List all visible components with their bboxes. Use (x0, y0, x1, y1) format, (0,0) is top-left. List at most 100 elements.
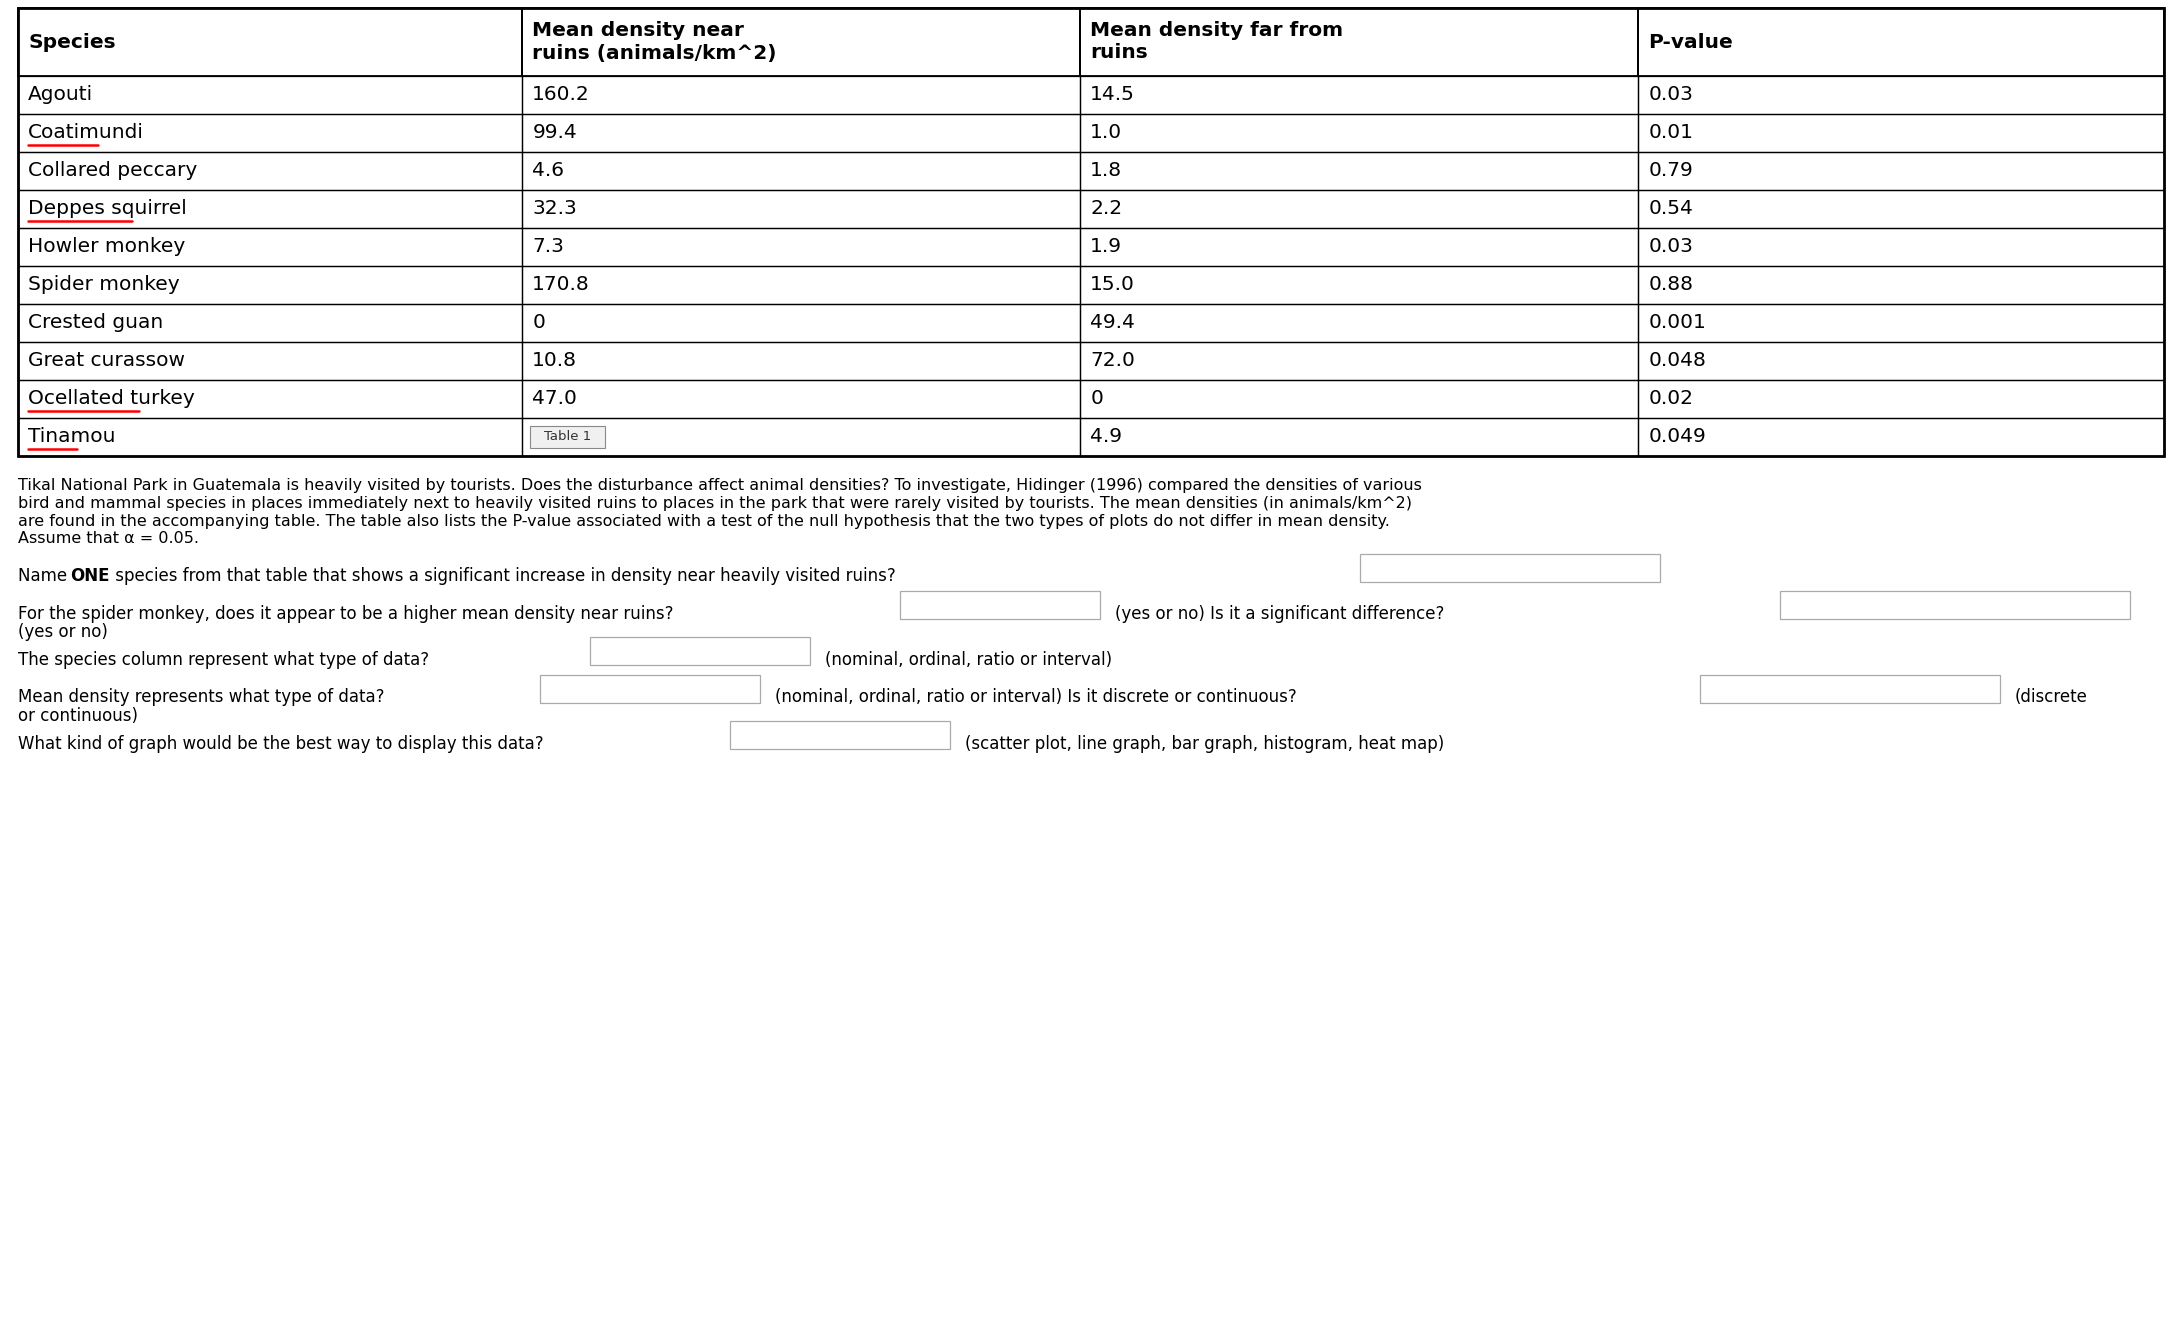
Bar (1080, 418, 1639, 456)
Text: 14.5: 14.5 (1091, 86, 1135, 104)
Bar (17, 76, 521, 114)
Text: 170.8: 170.8 (532, 275, 589, 294)
Bar (17, 266, 521, 305)
Bar (1080, 190, 1639, 228)
Text: Assume that α = 0.05.: Assume that α = 0.05. (17, 532, 199, 546)
Bar (17, 418, 521, 456)
Bar (530, 426, 604, 448)
Text: 99.4: 99.4 (532, 123, 576, 143)
Bar (1080, 76, 1639, 114)
Bar (17, 379, 521, 418)
Bar (1080, 152, 1639, 190)
Text: 0.02: 0.02 (1647, 390, 1693, 409)
Text: 0.03: 0.03 (1647, 86, 1693, 104)
Text: (yes or no) Is it a significant difference?: (yes or no) Is it a significant differen… (1115, 604, 1444, 623)
Text: 7.3: 7.3 (532, 238, 565, 257)
Text: Ocellated turkey: Ocellated turkey (28, 390, 194, 409)
Text: 49.4: 49.4 (1091, 314, 1135, 333)
Text: bird and mammal species in places immediately next to heavily visited ruins to p: bird and mammal species in places immedi… (17, 496, 1412, 510)
Bar (521, 8, 1080, 76)
Text: (yes or no): (yes or no) (17, 623, 107, 641)
Bar (17, 8, 521, 76)
Bar (1639, 152, 2165, 190)
Bar (521, 190, 1080, 228)
Text: 0.03: 0.03 (1647, 238, 1693, 257)
Text: Crested guan: Crested guan (28, 314, 164, 333)
Bar (521, 342, 1080, 379)
Text: (discrete: (discrete (2014, 688, 2088, 707)
Text: 4.6: 4.6 (532, 162, 565, 180)
Text: P-value: P-value (1647, 32, 1733, 52)
Bar (1639, 8, 2165, 76)
Bar (521, 305, 1080, 342)
Bar (521, 228, 1080, 266)
Bar (1080, 8, 1639, 76)
Bar (1080, 114, 1639, 152)
Text: 4.9: 4.9 (1091, 428, 1122, 446)
Bar (1639, 266, 2165, 305)
Text: The species column represent what type of data?: The species column represent what type o… (17, 651, 430, 669)
Text: (scatter plot, line graph, bar graph, histogram, heat map): (scatter plot, line graph, bar graph, hi… (964, 735, 1444, 752)
Bar (589, 637, 810, 665)
Text: 160.2: 160.2 (532, 86, 589, 104)
Bar (17, 190, 521, 228)
Bar (17, 305, 521, 342)
Text: are found in the accompanying table. The table also lists the P-value associated: are found in the accompanying table. The… (17, 513, 1390, 529)
Text: 0.049: 0.049 (1647, 428, 1706, 446)
Text: (nominal, ordinal, ratio or interval) Is it discrete or continuous?: (nominal, ordinal, ratio or interval) Is… (775, 688, 1296, 707)
Text: Howler monkey: Howler monkey (28, 238, 185, 257)
Bar (17, 228, 521, 266)
Text: Collared peccary: Collared peccary (28, 162, 196, 180)
Text: ONE: ONE (70, 568, 109, 585)
Bar (521, 114, 1080, 152)
Text: 32.3: 32.3 (532, 199, 576, 219)
Text: 10.8: 10.8 (532, 351, 578, 370)
Text: Coatimundi: Coatimundi (28, 123, 144, 143)
Bar (1080, 305, 1639, 342)
Text: Agouti: Agouti (28, 86, 94, 104)
Text: Mean density represents what type of data?: Mean density represents what type of dat… (17, 688, 384, 707)
Bar (521, 76, 1080, 114)
Bar (521, 379, 1080, 418)
Text: 15.0: 15.0 (1091, 275, 1135, 294)
Text: Mean density far from
ruins: Mean density far from ruins (1091, 21, 1344, 63)
Text: 0.001: 0.001 (1647, 314, 1706, 333)
Bar (521, 266, 1080, 305)
Text: 0: 0 (1091, 390, 1104, 409)
Bar (1639, 228, 2165, 266)
Bar (17, 152, 521, 190)
Bar (1639, 342, 2165, 379)
Text: Name: Name (17, 568, 72, 585)
Text: Spider monkey: Spider monkey (28, 275, 179, 294)
Bar (731, 721, 949, 749)
Text: Table 1: Table 1 (543, 430, 591, 444)
Bar (1359, 553, 1661, 581)
Text: Great curassow: Great curassow (28, 351, 185, 370)
Bar (1639, 76, 2165, 114)
Bar (17, 8, 2165, 456)
Text: For the spider monkey, does it appear to be a higher mean density near ruins?: For the spider monkey, does it appear to… (17, 604, 674, 623)
Text: Species: Species (28, 32, 116, 52)
Text: Deppes squirrel: Deppes squirrel (28, 199, 188, 219)
Bar (539, 675, 759, 703)
Bar (1639, 114, 2165, 152)
Text: Tinamou: Tinamou (28, 428, 116, 446)
Text: Tikal National Park in Guatemala is heavily visited by tourists. Does the distur: Tikal National Park in Guatemala is heav… (17, 478, 1423, 493)
Text: or continuous): or continuous) (17, 707, 137, 725)
Bar (521, 152, 1080, 190)
Bar (1080, 228, 1639, 266)
Bar (1781, 591, 2130, 619)
Bar (17, 114, 521, 152)
Text: 1.8: 1.8 (1091, 162, 1122, 180)
Text: 0.54: 0.54 (1647, 199, 1693, 219)
Text: 72.0: 72.0 (1091, 351, 1135, 370)
Text: 47.0: 47.0 (532, 390, 578, 409)
Bar (1639, 305, 2165, 342)
Text: species from that table that shows a significant increase in density near heavil: species from that table that shows a sig… (109, 568, 897, 585)
Text: 0.048: 0.048 (1647, 351, 1706, 370)
Bar (1080, 342, 1639, 379)
Text: Mean density near
ruins (animals/km^2): Mean density near ruins (animals/km^2) (532, 21, 777, 63)
Text: 1.0: 1.0 (1091, 123, 1122, 143)
Bar (521, 418, 1080, 456)
Text: (nominal, ordinal, ratio or interval): (nominal, ordinal, ratio or interval) (825, 651, 1113, 669)
